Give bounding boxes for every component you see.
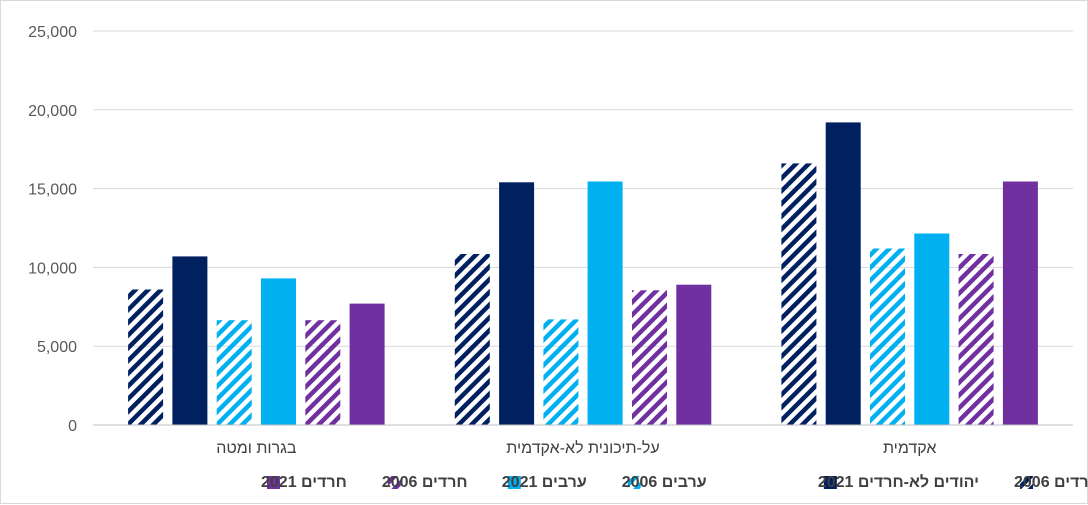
legend-swatch <box>267 476 280 489</box>
bar <box>172 256 208 425</box>
category-label: אקדמית <box>883 440 936 457</box>
bar <box>349 303 385 425</box>
bar <box>543 319 579 425</box>
bar <box>632 290 667 425</box>
bars <box>128 122 1038 426</box>
y-tick-label: 0 <box>68 418 77 435</box>
y-axis-ticks: 0 5,000 10,000 15,000 20,000 25,000 <box>28 24 77 435</box>
gridlines <box>93 30 1073 347</box>
bar <box>261 278 296 425</box>
y-tick-label: 10,000 <box>28 260 77 277</box>
legend-swatch <box>627 476 641 489</box>
bar <box>914 233 950 425</box>
y-tick-label: 5,000 <box>37 339 77 356</box>
legend-label: יהודים לא-חרדים 2021 <box>818 473 979 491</box>
legend-item: יהודים לא-חרדים 2006 <box>1014 473 1088 491</box>
legend-item: חרדים 2021 <box>261 474 347 491</box>
bar <box>499 182 535 425</box>
bar <box>870 248 905 425</box>
bar <box>128 289 164 425</box>
bar <box>216 320 252 425</box>
legend-label: חרדים 2021 <box>261 474 347 491</box>
legend-swatch <box>823 476 837 489</box>
legend-swatch <box>387 476 401 489</box>
category-label: על-תיכונית לא-אקדמית <box>506 439 659 457</box>
bar <box>587 181 623 425</box>
bar <box>825 122 861 426</box>
legend-label: חרדים 2006 <box>382 474 468 491</box>
legend: יהודים לא-חרדים 2006 יהודים לא-חרדים 2021… <box>261 473 1088 491</box>
y-tick-label: 25,000 <box>28 24 77 41</box>
legend-item: יהודים לא-חרדים 2021 <box>818 473 979 491</box>
legend-item: ערבים 2006 <box>622 474 707 491</box>
legend-label: ערבים 2006 <box>622 474 707 491</box>
bar <box>781 163 817 425</box>
y-tick-label: 15,000 <box>28 182 77 199</box>
legend-swatch <box>1020 476 1033 489</box>
legend-item: חרדים 2006 <box>382 474 468 491</box>
legend-swatch <box>507 476 521 489</box>
bar <box>454 254 490 425</box>
category-label: בגרות ומטה <box>216 440 297 457</box>
bar <box>305 320 341 425</box>
bar <box>676 284 712 425</box>
legend-label: יהודים לא-חרדים 2006 <box>1014 473 1088 491</box>
bar <box>958 254 994 425</box>
y-tick-label: 20,000 <box>28 103 77 120</box>
legend-label: ערבים 2021 <box>502 474 587 491</box>
legend-item: ערבים 2021 <box>502 474 587 491</box>
bar <box>1002 181 1038 425</box>
category-labels: בגרות ומטה על-תיכונית לא-אקדמית אקדמית <box>216 439 936 457</box>
